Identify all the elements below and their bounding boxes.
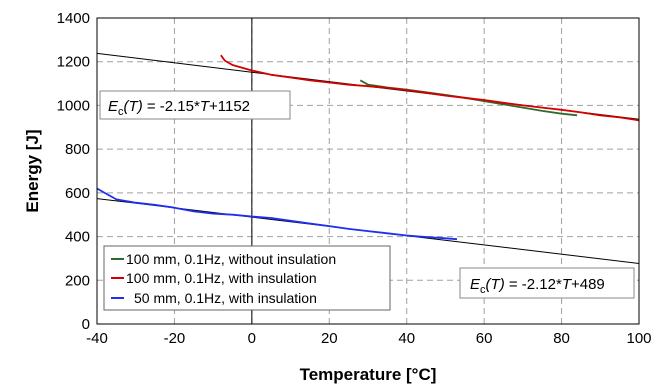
x-axis-title: Temperature [°C] <box>300 365 437 384</box>
equation-box-lower-frame <box>459 267 635 299</box>
equation-upper: Ec(T) = -2.15*T+1152 <box>108 98 250 118</box>
x-tick-label-1: -20 <box>164 330 186 347</box>
x-tick-label-2: 0 <box>248 330 256 347</box>
eq-lower-arg-var: T <box>491 276 502 293</box>
legend: 100 mm, 0.1Hz, without insulation 100 mm… <box>103 245 391 311</box>
y-tick-label-0: 0 <box>82 316 90 333</box>
equation-box-upper: Ec(T) = -2.15*T+1152 <box>99 90 291 120</box>
x-tick-label-7: 100 <box>626 330 651 347</box>
legend-label-series-1: 100 mm, 0.1Hz, without insulation <box>126 251 336 267</box>
eq-upper-var: T <box>200 98 211 115</box>
y-axis-title: Energy [J] <box>23 129 42 212</box>
eq-upper-tail: +1152 <box>209 98 250 115</box>
data-series <box>96 54 640 241</box>
y-tick-label-6: 1200 <box>57 54 90 71</box>
y-tick-label-3: 600 <box>65 185 90 202</box>
legend-label-series-2: 100 mm, 0.1Hz, with insulation <box>126 270 317 286</box>
y-tick-label-1: 200 <box>65 272 90 289</box>
eq-lower-var: T <box>562 276 573 293</box>
eq-lower-mid: = -2.12* <box>505 276 562 293</box>
x-tick-label-5: 60 <box>476 330 493 347</box>
legend-label-series-3: 50 mm, 0.1Hz, with insulation <box>134 290 317 306</box>
x-tick-label-6: 80 <box>553 330 570 347</box>
x-tick-label-4: 40 <box>398 330 415 347</box>
y-tick-label-2: 400 <box>65 229 90 246</box>
eq-lower-symbol: E <box>470 276 481 293</box>
plot-frame <box>96 17 640 325</box>
equation-box-upper-frame <box>99 90 291 120</box>
eq-upper-arg-var: T <box>129 98 140 115</box>
eq-upper-symbol: E <box>108 98 119 115</box>
y-tick-label-4: 800 <box>65 141 90 158</box>
eq-lower-sub: c <box>480 284 486 296</box>
x-tick-labels: -40 -20 0 20 40 60 80 100 <box>86 330 651 347</box>
x-tick-label-3: 20 <box>321 330 338 347</box>
eq-lower-tail: +489 <box>571 276 605 293</box>
equation-lower: Ec(T) = -2.12*T+489 <box>470 276 605 296</box>
y-tick-label-5: 1000 <box>57 97 90 114</box>
eq-upper-mid: = -2.15* <box>143 98 200 115</box>
eq-lower-arg-pre: ( <box>486 276 493 293</box>
y-tick-labels: 0 200 400 600 800 1000 1200 1400 <box>57 10 90 333</box>
eq-upper-arg-post: ) <box>136 98 143 115</box>
eq-lower-arg-post: ) <box>498 276 505 293</box>
eq-upper-arg-pre: ( <box>124 98 131 115</box>
x-tick-label-0: -40 <box>86 330 108 347</box>
equation-box-lower: Ec(T) = -2.12*T+489 <box>459 267 635 299</box>
series-line-2 <box>220 54 640 122</box>
y-tick-label-7: 1400 <box>57 10 90 27</box>
series-line-3 <box>96 187 458 241</box>
eq-upper-sub: c <box>118 106 124 118</box>
legend-frame <box>103 245 391 311</box>
